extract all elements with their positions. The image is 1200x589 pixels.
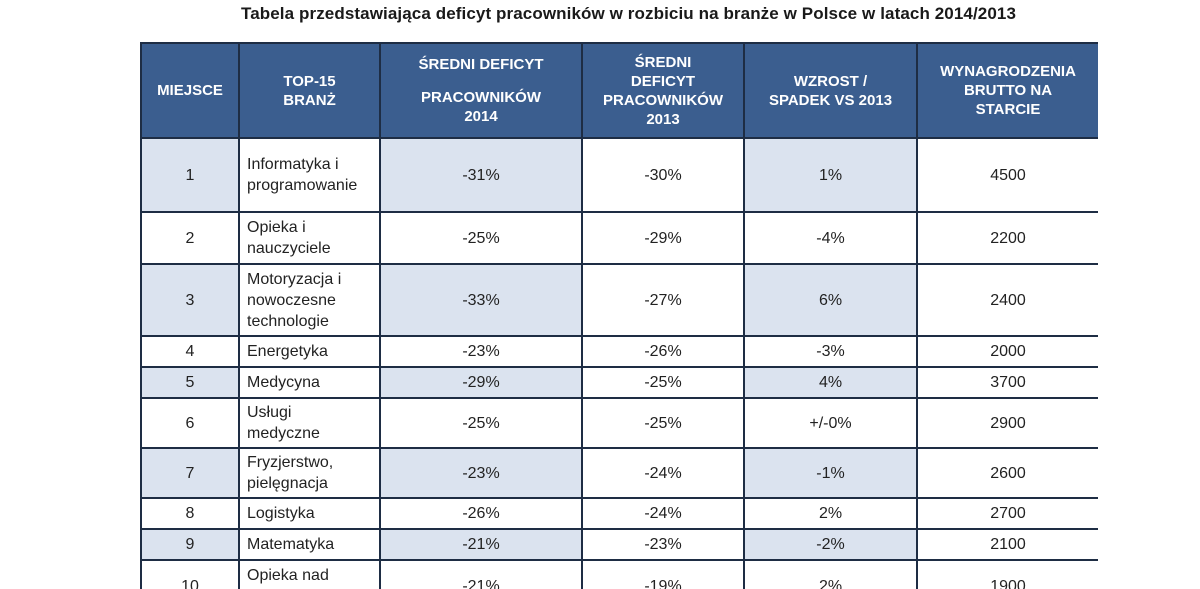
industry-name-line: nowoczesne <box>247 291 336 309</box>
salary-cell: 2900 <box>916 397 1098 449</box>
rank-cell: 5 <box>140 366 240 399</box>
table-title: Tabela przedstawiająca deficyt pracownik… <box>240 4 1017 23</box>
rank-cell: 10 <box>140 559 240 589</box>
table-row: 2 Opieka i nauczyciele -25% -29% -4% 2200 <box>140 211 1098 265</box>
deficit-2014-cell: -25% <box>379 397 583 449</box>
industry-name-line: medyczne <box>247 425 320 442</box>
industry-name-line: Opieka nad <box>247 567 329 584</box>
change-cell: -4% <box>743 211 918 265</box>
deficit-2013-cell: -25% <box>581 397 745 449</box>
industry-name-line: technologie <box>247 312 329 330</box>
change-cell: 2% <box>743 559 918 589</box>
table-header-row: MIEJSCE TOP-15 BRANŻ ŚREDNI DEFICYT PRAC… <box>140 42 1098 139</box>
rank-cell: 1 <box>140 137 240 213</box>
rank-cell: 2 <box>140 211 240 265</box>
deficit-2014-cell: -25% <box>379 211 583 265</box>
deficit-2013-cell: -19% <box>581 559 745 589</box>
change-cell: 6% <box>743 263 918 337</box>
industry-name-line: Fryzjerstwo, <box>247 454 334 471</box>
industry-name-line: programowanie <box>247 177 358 194</box>
deficit-2014-cell: -26% <box>379 497 583 530</box>
table-row: 8 Logistyka -26% -24% 2% 2700 <box>140 497 1098 530</box>
table-row: 4 Energetyka -23% -26% -3% 2000 <box>140 335 1098 368</box>
industry-name-line: Motoryzacja i <box>247 270 342 288</box>
deficit-2013-cell: -24% <box>581 497 745 530</box>
deficit-2014-cell: -29% <box>379 366 583 399</box>
rank-cell: 8 <box>140 497 240 530</box>
header-branze: TOP-15 BRANŻ <box>238 42 381 139</box>
table-row: 5 Medycyna -29% -25% 4% 3700 <box>140 366 1098 399</box>
header-miejsce: MIEJSCE <box>140 42 240 139</box>
rank-cell: 3 <box>140 263 240 337</box>
industry-name-line: Matematyka <box>247 536 335 553</box>
salary-cell: 2700 <box>916 497 1098 530</box>
deficit-2014-cell: -33% <box>379 263 583 337</box>
rank-cell: 6 <box>140 397 240 449</box>
industry-name-line: Usługi <box>247 404 292 421</box>
industry-name-line: Opieka i <box>247 219 306 236</box>
deficit-2013-cell: -25% <box>581 366 745 399</box>
change-cell: -3% <box>743 335 918 368</box>
industry-cell: Informatyka i programowanie <box>238 137 381 213</box>
industry-cell: Opieka i nauczyciele <box>238 211 381 265</box>
table-row: 9 Matematyka -21% -23% -2% 2100 <box>140 528 1098 561</box>
rank-cell: 7 <box>140 447 240 499</box>
industry-name-line: nauczyciele <box>247 240 331 257</box>
salary-cell: 2400 <box>916 263 1098 337</box>
industry-cell: Energetyka <box>238 335 381 368</box>
salary-cell: 4500 <box>916 137 1098 213</box>
deficit-2013-cell: -30% <box>581 137 745 213</box>
industry-cell: Medycyna <box>238 366 381 399</box>
deficit-2014-cell: -23% <box>379 335 583 368</box>
table-row: 7 Fryzjerstwo, pielęgnacja -23% -24% -1% 2600 <box>140 447 1098 499</box>
industry-name-line: Logistyka <box>247 505 315 522</box>
salary-cell: 1900 <box>916 559 1098 589</box>
deficit-2014-cell: -23% <box>379 447 583 499</box>
salary-cell: 2200 <box>916 211 1098 265</box>
change-cell: +/-0% <box>743 397 918 449</box>
salary-cell: 2000 <box>916 335 1098 368</box>
deficit-2013-cell: -26% <box>581 335 745 368</box>
header-deficyt-2014: ŚREDNI DEFICYT PRACOWNIKÓW 2014 <box>379 42 583 139</box>
industry-cell: Usługi medyczne <box>238 397 381 449</box>
table-container: MIEJSCE TOP-15 BRANŻ ŚREDNI DEFICYT PRAC… <box>140 42 1098 589</box>
industry-cell: Logistyka <box>238 497 381 530</box>
header-deficyt-2013: ŚREDNI DEFICYT PRACOWNIKÓW 2013 <box>581 42 745 139</box>
industry-cell: Motoryzacja i nowoczesne technologie <box>238 263 381 337</box>
header-wzrost-spadek: WZROST / SPADEK VS 2013 <box>743 42 918 139</box>
salary-cell: 2600 <box>916 447 1098 499</box>
industry-name-line: Informatyka i <box>247 156 339 173</box>
rank-cell: 9 <box>140 528 240 561</box>
deficit-2014-cell: -31% <box>379 137 583 213</box>
change-cell: 4% <box>743 366 918 399</box>
industry-name-line: Medycyna <box>247 374 320 391</box>
header-wynagrodzenia: WYNAGRODZENIA BRUTTO NA STARCIE <box>916 42 1098 139</box>
table-row: 1 Informatyka i programowanie -31% -30% 1% 450… <box>140 137 1098 213</box>
industry-cell: Opieka nadosobami <box>238 559 381 589</box>
deficit-2013-cell: -29% <box>581 211 745 265</box>
change-cell: 2% <box>743 497 918 530</box>
salary-cell: 3700 <box>916 366 1098 399</box>
industry-cell: Fryzjerstwo, pielęgnacja <box>238 447 381 499</box>
table-row: 6 Usługi medyczne -25% -25% +/-0% 2900 <box>140 397 1098 449</box>
deficit-2014-cell: -21% <box>379 559 583 589</box>
industry-name-line: pielęgnacja <box>247 475 328 492</box>
change-cell: 1% <box>743 137 918 213</box>
industry-cell: Matematyka <box>238 528 381 561</box>
table-row: 3 Motoryzacja i nowoczesne technologie -33% -… <box>140 263 1098 337</box>
rank-cell: 4 <box>140 335 240 368</box>
salary-cell: 2100 <box>916 528 1098 561</box>
deficit-table: MIEJSCE TOP-15 BRANŻ ŚREDNI DEFICYT PRAC… <box>140 42 1098 589</box>
deficit-2013-cell: -23% <box>581 528 745 561</box>
deficit-2013-cell: -27% <box>581 263 745 337</box>
change-cell: -1% <box>743 447 918 499</box>
change-cell: -2% <box>743 528 918 561</box>
deficit-2014-cell: -21% <box>379 528 583 561</box>
deficit-2013-cell: -24% <box>581 447 745 499</box>
industry-name-line: Energetyka <box>247 343 328 360</box>
